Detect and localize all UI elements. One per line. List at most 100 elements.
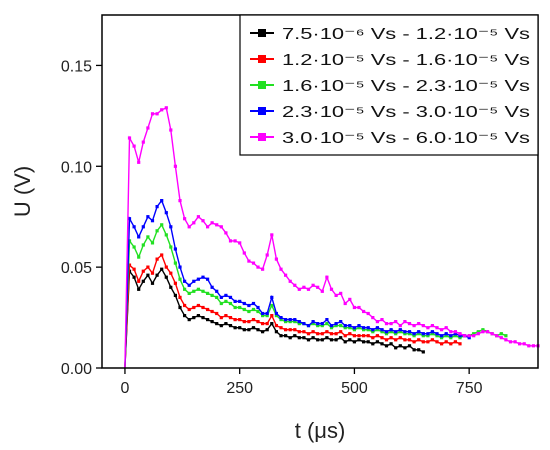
series-1 [124,267,425,369]
data-point [141,225,145,229]
legend-marker [258,55,266,63]
data-point [274,311,278,316]
data-point [178,265,182,269]
data-point [284,320,288,324]
data-point [150,281,155,285]
data-point [270,314,274,318]
data-point [329,338,334,342]
data-point [458,342,462,346]
data-point [334,338,338,342]
data-point [302,336,306,340]
data-point [389,322,393,326]
data-point [178,295,182,299]
data-point [141,279,145,283]
data-point [435,334,439,338]
data-point [421,332,425,336]
data-point [403,332,407,336]
data-point [164,275,168,279]
data-point [178,199,182,203]
data-point [476,330,480,334]
data-point [279,326,283,330]
data-point [371,330,375,334]
data-point [426,334,430,338]
data-point [453,332,457,336]
data-point [160,108,164,112]
data-point [320,322,324,326]
data-point [380,328,384,332]
data-point [403,320,407,324]
data-point [293,328,297,332]
data-point [150,241,155,245]
data-point [352,326,356,330]
data-point [371,316,375,320]
data-point [279,267,283,271]
data-point [375,334,379,338]
legend-marker [258,107,266,115]
data-point [417,332,421,336]
data-point [453,340,457,344]
data-point [224,314,228,318]
data-point [444,334,448,338]
data-point [403,346,407,350]
data-point [247,320,251,324]
data-point [127,136,132,140]
data-point [132,267,136,271]
data-point [440,334,444,338]
data-point [164,106,168,110]
data-point [407,322,412,326]
legend-label: 1.6·10⁻⁵ Vs - 2.3·10⁻⁵ Vs [282,78,530,95]
data-point [187,307,191,312]
data-point [334,332,338,336]
data-point [389,336,393,340]
data-point [127,217,132,221]
data-point [297,336,301,340]
data-point [160,253,164,257]
data-point [261,311,265,316]
legend-label: 1.2·10⁻⁵ Vs - 1.6·10⁻⁵ Vs [282,52,530,69]
data-point [449,336,453,340]
data-point [297,287,301,291]
data-point [228,295,233,299]
data-point [238,318,242,322]
data-point [430,324,434,328]
data-point [173,293,177,297]
data-point [265,328,269,332]
data-point [242,251,246,255]
data-point [155,205,159,209]
data-point [192,289,196,293]
data-point [306,287,311,291]
data-point [398,330,402,334]
data-point [169,245,173,249]
data-point [504,334,508,338]
data-point [293,334,297,338]
data-point [384,330,389,334]
axis-ticks: 0 250 500 750 0.00 0.05 0.10 0.15 [61,58,483,397]
data-point [251,261,256,265]
data-point [297,322,301,326]
series-4 [124,199,471,369]
data-point [206,307,210,312]
data-point [201,275,205,279]
data-point [178,305,182,310]
data-point [238,305,242,310]
data-point [320,324,324,328]
data-point [389,342,393,346]
data-point [366,340,370,344]
data-point [407,338,412,342]
data-point [412,348,416,352]
data-point [288,318,292,322]
data-point [348,297,352,301]
data-point [472,332,476,336]
data-point [265,322,269,326]
data-point [242,328,246,332]
data-point [219,316,223,320]
data-point [238,326,242,330]
data-point [430,338,434,342]
data-point [421,350,425,354]
data-point [316,332,320,336]
data-point [247,309,251,314]
data-point [132,245,136,249]
data-point [183,303,187,308]
data-point [187,291,191,295]
data-point [284,318,288,322]
